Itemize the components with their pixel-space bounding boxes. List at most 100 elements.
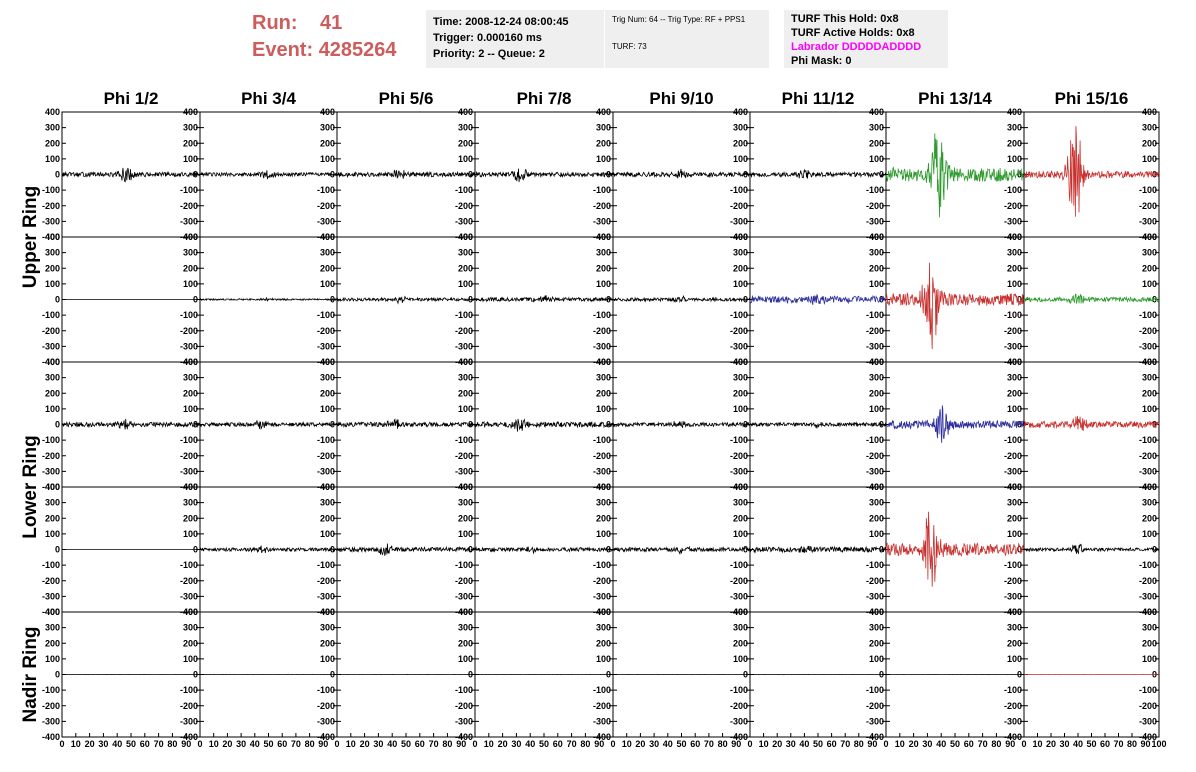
y-tick-label: -200: [180, 701, 198, 711]
y-tick-label: -300: [1004, 341, 1022, 351]
x-tick-label: 40: [799, 739, 809, 749]
y-tick-label: 200: [45, 263, 60, 273]
y-tick-label: -100: [317, 435, 335, 445]
y-tick-label: -300: [42, 216, 60, 226]
y-tick-label: -300: [730, 341, 748, 351]
y-tick-label: 400: [458, 107, 473, 117]
x-tick-label: 100: [1151, 739, 1166, 749]
y-tick-label: 300: [733, 373, 748, 383]
y-tick-label: 200: [1007, 513, 1022, 523]
y-tick-label: -300: [1139, 466, 1157, 476]
y-tick-label: 300: [45, 373, 60, 383]
y-tick-label: 300: [183, 123, 198, 133]
x-tick-label: 80: [167, 739, 177, 749]
x-tick-label: 0: [1021, 739, 1026, 749]
y-tick-label: 0: [1017, 545, 1022, 555]
y-tick-label: -100: [180, 685, 198, 695]
x-tick-label: 70: [154, 739, 164, 749]
y-tick-label: -300: [866, 341, 884, 351]
y-tick-label: -100: [730, 185, 748, 195]
y-tick-label: -300: [42, 341, 60, 351]
x-tick-label: 70: [429, 739, 439, 749]
x-tick-label: 60: [553, 739, 563, 749]
y-tick-label: 100: [733, 529, 748, 539]
waveform-trace: [612, 294, 751, 304]
waveform-trace: [885, 405, 1025, 443]
column-header: Phi 15/16: [1055, 89, 1129, 108]
y-tick-label: 400: [320, 107, 335, 117]
turf-text: TURF: 73: [612, 42, 647, 51]
y-tick-label: 400: [183, 107, 198, 117]
x-tick-label: 20: [222, 739, 232, 749]
x-tick-label: 50: [401, 739, 411, 749]
x-tick-label: 0: [883, 739, 888, 749]
y-tick-label: -100: [730, 685, 748, 695]
x-tick-label: 80: [991, 739, 1001, 749]
y-tick-label: 0: [55, 670, 60, 680]
y-tick-label: 100: [1007, 529, 1022, 539]
x-tick-label: 80: [442, 739, 452, 749]
y-tick-label: 100: [320, 529, 335, 539]
y-tick-label: 200: [458, 513, 473, 523]
y-tick-label: 200: [45, 638, 60, 648]
y-tick-label: -300: [866, 466, 884, 476]
y-tick-label: 300: [869, 123, 884, 133]
waveform-trace: [749, 293, 887, 305]
y-tick-label: 200: [458, 138, 473, 148]
x-tick-label: 80: [580, 739, 590, 749]
row-label: Lower Ring: [20, 435, 41, 538]
y-tick-label: -200: [455, 451, 473, 461]
y-tick-label: 300: [458, 373, 473, 383]
y-tick-label: 0: [55, 545, 60, 555]
y-tick-label: -200: [1139, 201, 1157, 211]
y-tick-label: -100: [593, 560, 611, 570]
y-tick-label: 300: [733, 498, 748, 508]
y-tick-label: -400: [42, 482, 60, 492]
y-tick-label: 400: [1007, 107, 1022, 117]
waveform-trace: [1023, 415, 1160, 431]
row-label: Upper Ring: [20, 186, 41, 288]
y-tick-label: -100: [317, 560, 335, 570]
y-tick-label: 100: [45, 529, 60, 539]
y-tick-label: 100: [458, 529, 473, 539]
x-tick-label: 70: [840, 739, 850, 749]
x-tick-label: 90: [181, 739, 191, 749]
y-tick-label: -300: [455, 466, 473, 476]
y-tick-label: 100: [45, 404, 60, 414]
x-tick-label: 20: [635, 739, 645, 749]
x-tick-label: 20: [909, 739, 919, 749]
y-tick-label: -100: [866, 685, 884, 695]
y-tick-label: 100: [458, 404, 473, 414]
x-tick-label: 70: [978, 739, 988, 749]
x-tick-label: 0: [197, 739, 202, 749]
y-tick-label: 300: [320, 498, 335, 508]
y-tick-label: 200: [1007, 138, 1022, 148]
y-tick-label: 300: [1142, 498, 1157, 508]
y-tick-label: -100: [42, 560, 60, 570]
x-tick-label: 10: [622, 739, 632, 749]
y-tick-label: -300: [317, 466, 335, 476]
y-tick-label: 100: [596, 154, 611, 164]
y-tick-label: -300: [317, 216, 335, 226]
y-tick-label: -300: [866, 716, 884, 726]
y-tick-label: 100: [596, 279, 611, 289]
y-tick-label: 200: [596, 638, 611, 648]
y-tick-label: 100: [1007, 654, 1022, 664]
x-tick-label: 40: [1073, 739, 1083, 749]
y-tick-label: -300: [1139, 341, 1157, 351]
y-tick-label: 0: [879, 545, 884, 555]
y-tick-label: -400: [42, 232, 60, 242]
column-header: Phi 1/2: [104, 89, 159, 108]
x-tick-label: 60: [140, 739, 150, 749]
y-tick-label: 100: [1142, 154, 1157, 164]
y-tick-label: 100: [458, 654, 473, 664]
x-tick-label: 80: [1127, 739, 1137, 749]
y-tick-label: 200: [869, 138, 884, 148]
x-tick-label: 90: [318, 739, 328, 749]
y-tick-label: -200: [42, 451, 60, 461]
y-tick-label: 100: [869, 154, 884, 164]
waveform-trace: [885, 511, 1025, 587]
y-tick-label: 300: [596, 498, 611, 508]
y-tick-label: -200: [730, 201, 748, 211]
x-tick-label: 70: [567, 739, 577, 749]
